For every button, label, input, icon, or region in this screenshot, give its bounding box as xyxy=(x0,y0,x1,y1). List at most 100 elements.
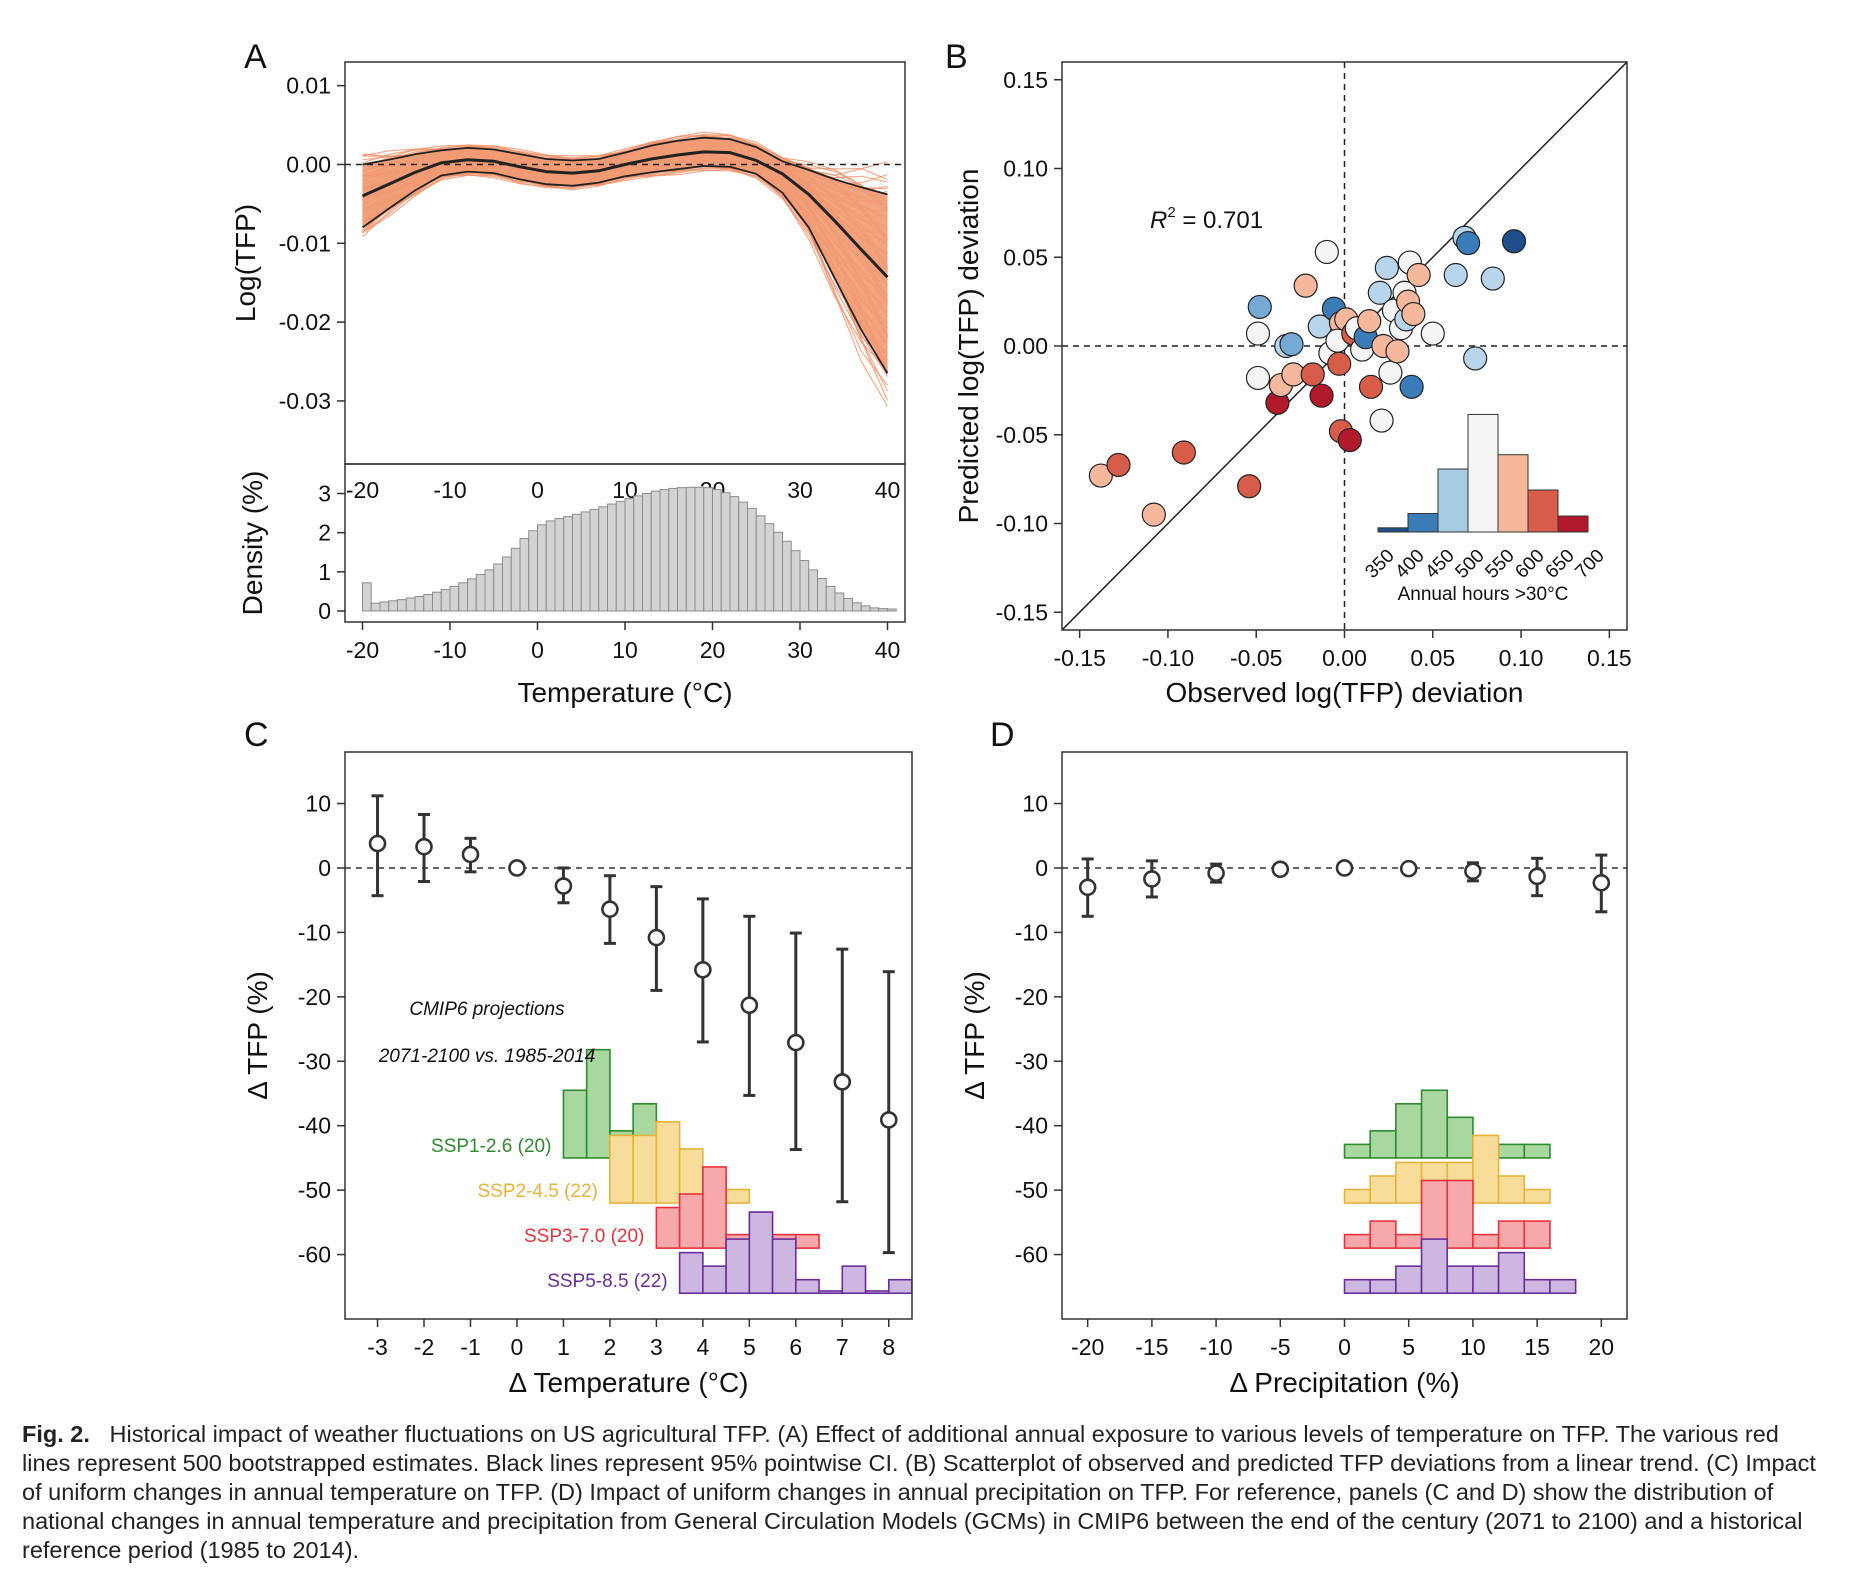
scatter-point xyxy=(1309,383,1334,408)
y-tick-label: -30 xyxy=(298,1048,331,1074)
density-bar xyxy=(397,599,407,612)
panel-a-density: 0 1 2 3 -20 -10 0 10 20 30 40 Temperature (°C) Densi… xyxy=(237,463,906,708)
estimate-point xyxy=(1528,867,1546,886)
density-bar xyxy=(677,487,687,612)
distribution-bin xyxy=(1395,1102,1423,1159)
density-bar xyxy=(694,486,705,612)
distribution-bin xyxy=(562,1089,588,1159)
x-tick-label: -2 xyxy=(414,1334,434,1360)
distribution-bin xyxy=(1420,1179,1449,1249)
distribution-bin xyxy=(1446,1116,1474,1159)
x-tick-label: 15 xyxy=(1524,1334,1550,1360)
x-tick-label: 0.05 xyxy=(1410,645,1455,671)
y-tick-label: -40 xyxy=(1015,1113,1048,1139)
density-bar xyxy=(423,594,433,612)
distribution-bin xyxy=(1523,1143,1551,1159)
density-bar xyxy=(379,601,390,612)
density-bar xyxy=(790,550,801,612)
bootstrap-line xyxy=(362,139,888,208)
y-tick-label: -60 xyxy=(298,1242,331,1268)
distribution-bin xyxy=(1497,1251,1526,1295)
colorbar-tick-label: 650 xyxy=(1541,545,1578,582)
density-bar xyxy=(554,518,565,612)
density-bar xyxy=(362,582,372,612)
colorbar-tick-label: 350 xyxy=(1361,545,1398,582)
distribution-bin xyxy=(585,1048,611,1159)
y-tick-label: -50 xyxy=(1015,1177,1048,1203)
scatter-point xyxy=(1357,309,1382,334)
distribution-bin xyxy=(655,1121,681,1204)
scatter-point xyxy=(1171,440,1196,465)
panel-c-plot xyxy=(345,794,912,1295)
x-tick-label: 0 xyxy=(531,637,544,663)
distribution-bin xyxy=(632,1134,658,1204)
x-axis-label: Δ Precipitation (%) xyxy=(1229,1367,1459,1398)
density-bar xyxy=(633,495,643,612)
scatter-point xyxy=(1358,374,1384,399)
density-bar xyxy=(580,511,591,612)
x-tick-label: -10 xyxy=(433,637,466,663)
y-tick-label: -10 xyxy=(1015,919,1048,945)
distribution-bin xyxy=(795,1233,820,1249)
density-bar xyxy=(572,513,582,612)
figure-caption: Fig. 2. Historical impact of weather flu… xyxy=(22,1420,1832,1565)
panel-c-letter: C xyxy=(244,716,269,754)
y-tick-label: -50 xyxy=(298,1177,331,1203)
distribution-bin xyxy=(702,1265,727,1295)
density-bar xyxy=(484,569,495,612)
annotation-line-1: CMIP6 projections xyxy=(409,999,565,1020)
estimate-point xyxy=(1143,870,1161,888)
scatter-point xyxy=(1337,427,1362,453)
x-tick-label: 0 xyxy=(1338,1334,1351,1360)
distribution-bin xyxy=(725,1238,751,1295)
colorbar-bin xyxy=(1527,489,1559,533)
y-tick-label: 0 xyxy=(1035,855,1048,881)
scatter-point xyxy=(1369,408,1394,433)
density-bar xyxy=(878,608,888,612)
density-bar xyxy=(834,592,845,612)
density-bar xyxy=(414,596,425,612)
r2-symbol: R xyxy=(1150,207,1167,234)
x-tick-label: 4 xyxy=(696,1334,709,1360)
y-tick-label: -0.02 xyxy=(279,309,331,335)
distribution-label: SSP5-8.5 (22) xyxy=(547,1271,667,1292)
x-tick-label: 5 xyxy=(743,1334,756,1360)
x-tick-label: 0.10 xyxy=(1499,645,1544,671)
x-tick-label: 2 xyxy=(604,1334,617,1360)
distribution-bin xyxy=(1369,1130,1397,1159)
distribution-bin xyxy=(1343,1278,1371,1295)
density-bar xyxy=(458,582,468,612)
colorbar-tick-label: 600 xyxy=(1511,545,1548,582)
y-tick-label: 0 xyxy=(318,855,331,881)
x-tick-label-top: 30 xyxy=(787,477,813,503)
colorbar-bin xyxy=(1467,413,1499,533)
scatter-point xyxy=(1401,301,1426,327)
distribution-bin xyxy=(1497,1143,1526,1159)
density-bar xyxy=(869,607,880,612)
estimate-point xyxy=(1464,862,1482,880)
estimate-point xyxy=(1078,878,1097,897)
scatter-point xyxy=(1420,321,1445,346)
scatter-point xyxy=(1237,474,1262,499)
y-tick-label: -30 xyxy=(1015,1048,1048,1074)
x-tick-label: 10 xyxy=(1460,1334,1486,1360)
density-bar xyxy=(537,524,547,612)
x-tick-label: -0.10 xyxy=(1142,645,1194,671)
panel-a: A0.010.00-0.01-0.02-0.03-20-10010203040L… xyxy=(230,38,906,503)
y-tick-label: 0.01 xyxy=(286,73,331,99)
distribution-bin xyxy=(1497,1220,1526,1249)
panel-a-letter: A xyxy=(244,38,267,76)
estimate-point xyxy=(694,960,712,979)
scatter-point xyxy=(1367,280,1392,305)
density-bar xyxy=(370,602,381,612)
estimate-point xyxy=(1399,859,1418,878)
estimate-point xyxy=(1207,864,1225,882)
distribution-bin xyxy=(818,1290,844,1295)
distribution-bin xyxy=(702,1166,727,1249)
scatter-point xyxy=(1245,321,1271,346)
upper-ci-line xyxy=(362,136,888,196)
scatter-point xyxy=(1279,332,1304,357)
x-tick-label: -20 xyxy=(1071,1334,1104,1360)
distribution-bin xyxy=(1446,1265,1474,1295)
distribution-bin xyxy=(841,1265,867,1295)
